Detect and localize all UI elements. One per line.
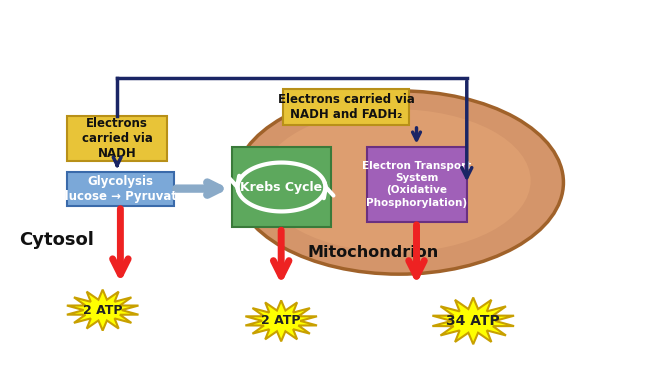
Text: 2 ATP: 2 ATP [261,314,301,327]
Text: Krebs Cycle: Krebs Cycle [240,181,322,194]
Text: 2 ATP: 2 ATP [83,304,122,316]
Text: Electrons carried via
NADH and FADH₂: Electrons carried via NADH and FADH₂ [278,93,415,121]
FancyBboxPatch shape [67,172,174,206]
Ellipse shape [235,91,564,274]
FancyBboxPatch shape [231,147,332,227]
FancyBboxPatch shape [67,116,167,161]
Polygon shape [432,297,514,344]
Text: Mitochondrion: Mitochondrion [307,245,439,260]
Text: Electron Transport
System
(Oxidative
Phosphorylation): Electron Transport System (Oxidative Pho… [362,161,471,208]
Text: Cytosol: Cytosol [19,231,94,249]
Polygon shape [67,289,138,331]
Text: 34 ATP: 34 ATP [447,314,500,328]
Text: Glycolysis
Glucose → Pyruvate: Glycolysis Glucose → Pyruvate [55,174,185,203]
FancyBboxPatch shape [283,89,409,125]
Text: Electrons
carried via
NADH: Electrons carried via NADH [82,117,153,160]
Polygon shape [245,300,317,341]
FancyBboxPatch shape [367,147,467,222]
Ellipse shape [261,109,530,252]
